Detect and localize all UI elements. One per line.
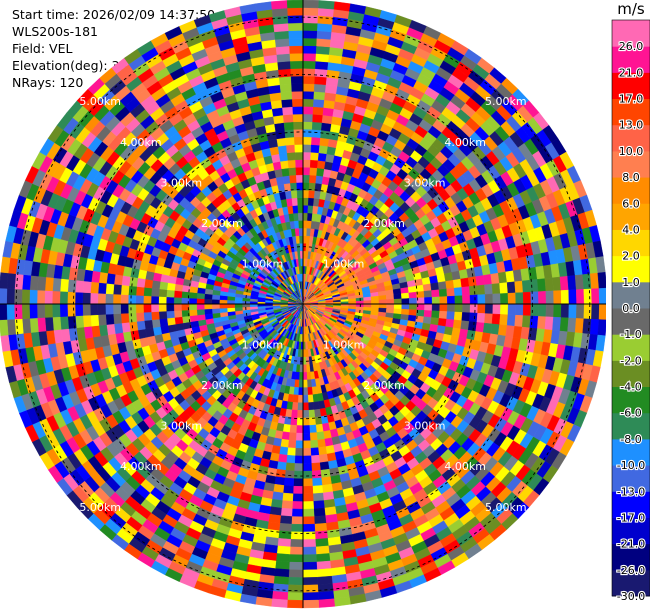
colorbar-tick-label: -2.0: [620, 354, 641, 367]
colorbar-tick-label: 8.0: [622, 171, 640, 184]
instrument-label: WLS200s-181: [12, 24, 98, 39]
colorbar-tick-label: -21.0: [617, 538, 645, 551]
colorbar-tick-label: 10.0: [619, 145, 644, 158]
colorbar-tick-label: -1.0: [620, 328, 641, 341]
colorbar-tick-label: -30.0: [617, 590, 645, 603]
colorbar-tick-label: 26.0: [619, 40, 644, 53]
colorbar-unit-label: m/s: [617, 0, 645, 18]
colorbar-tick-label: 6.0: [622, 197, 640, 210]
start-time-label: Start time: 2026/02/09 14:37:50: [12, 7, 216, 22]
range-gate: [598, 287, 606, 305]
colorbar-tick-label: 2.0: [622, 250, 640, 263]
field-label: Field: VEL: [12, 41, 73, 56]
colorbar-tick-label: -10.0: [617, 459, 645, 472]
colorbar-tick-label: -26.0: [617, 564, 645, 577]
colorbar-tick-label: -13.0: [617, 485, 645, 498]
colorbar-tick-label: -6.0: [620, 407, 641, 420]
colorbar-tick-label: -17.0: [617, 512, 645, 525]
colorbar-tick-label: -8.0: [620, 433, 641, 446]
velocity-field: [0, 0, 606, 609]
colorbar-tick-label: 13.0: [619, 119, 644, 132]
colorbar-tick-label: -4.0: [620, 381, 641, 394]
colorbar-tick-label: 1.0: [622, 276, 640, 289]
colorbar-tick-label: 4.0: [622, 224, 640, 237]
range-gate: [597, 271, 606, 289]
colorbar-tick-label: 17.0: [619, 93, 644, 106]
colorbar-tick-label: 21.0: [619, 66, 644, 79]
colorbar-tick-label: 0.0: [622, 302, 640, 315]
nrays-label: NRays: 120: [12, 75, 84, 90]
